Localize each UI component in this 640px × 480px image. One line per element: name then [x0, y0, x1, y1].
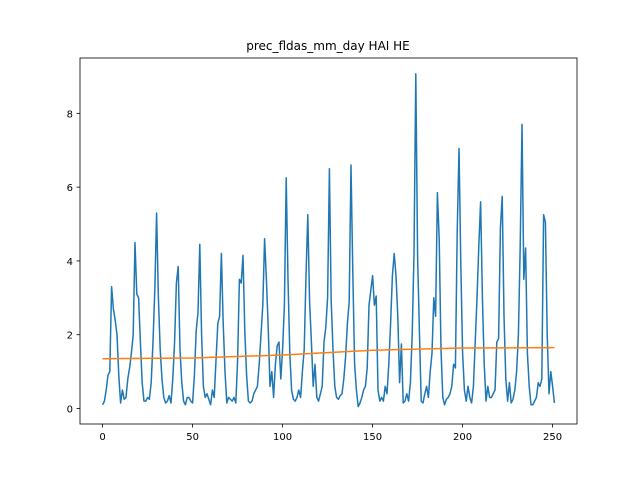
chart-title: prec_fldas_mm_day HAI HE: [246, 39, 410, 53]
y-tick-label: 4: [67, 257, 73, 268]
line-series: [102, 346, 555, 360]
plot-area: [101, 73, 556, 408]
line-series: [101, 73, 556, 408]
x-tick-label: 50: [186, 432, 199, 443]
y-tick-label: 6: [67, 183, 73, 194]
x-tick-label: 150: [363, 432, 382, 443]
axes-frame: [79, 57, 578, 425]
x-tick-label: 100: [273, 432, 292, 443]
x-tick-label: 250: [543, 432, 562, 443]
x-tick-label: 0: [99, 432, 105, 443]
y-tick-label: 8: [67, 109, 73, 120]
y-tick-label: 0: [67, 405, 73, 416]
y-tick-label: 2: [67, 331, 73, 342]
x-tick-label: 200: [453, 432, 472, 443]
